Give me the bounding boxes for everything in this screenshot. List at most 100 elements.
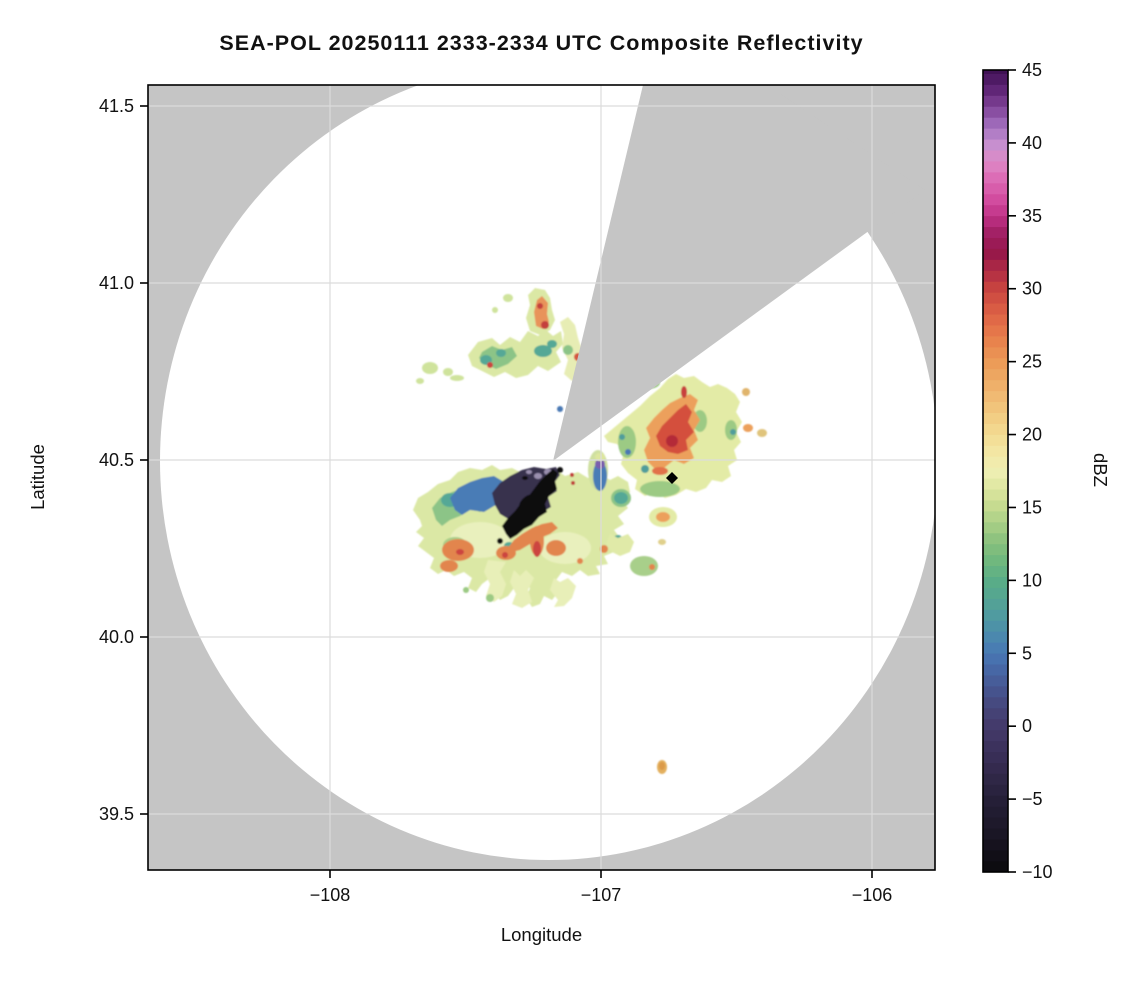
echo-blob <box>595 453 605 461</box>
colorbar-tick-label: 10 <box>1022 570 1042 590</box>
colorbar-band <box>983 806 1008 818</box>
colorbar-band <box>983 642 1008 654</box>
echo-blob <box>522 476 528 480</box>
colorbar-tick-label: 30 <box>1022 279 1042 299</box>
colorbar-frame <box>982 69 1009 873</box>
south-lobe <box>550 578 576 607</box>
colorbar-band <box>983 598 1008 610</box>
colorbar-band <box>983 128 1008 140</box>
blocked-sector-wedge <box>553 85 925 461</box>
echo-blob <box>595 459 605 469</box>
echo-blob <box>416 378 424 384</box>
echo-blob <box>450 375 464 381</box>
colorbar-band <box>983 226 1008 238</box>
y-axis-label: Latitude <box>27 444 48 510</box>
echo-blob <box>503 294 513 302</box>
echo-blob <box>440 560 458 572</box>
colorbar-band <box>983 849 1008 862</box>
colorbar-band <box>983 521 1008 534</box>
colorbar-band <box>983 631 1008 643</box>
site-diamond-marker <box>666 472 678 484</box>
colorbar-band <box>983 73 1008 85</box>
echo-blob <box>659 762 665 770</box>
colorbar-band <box>983 499 1008 512</box>
colorbar: 45 40 35 30 25 20 15 10 5 0 −5 −10 <box>982 60 1053 882</box>
colorbar-band <box>983 368 1008 381</box>
echo-blob <box>463 587 469 593</box>
echo-blob <box>577 558 583 564</box>
colorbar-band <box>983 106 1008 118</box>
colorbar-band <box>983 292 1008 304</box>
colorbar-tick-label: 40 <box>1022 133 1042 153</box>
colorbar-band <box>983 270 1008 282</box>
plot-content <box>148 85 935 870</box>
echo-blob <box>502 552 508 558</box>
colorbar-band <box>983 171 1008 184</box>
colorbar-band <box>983 259 1008 271</box>
colorbar-band <box>983 379 1008 392</box>
y-tick-label: 39.5 <box>99 804 134 824</box>
colorbar-band <box>983 423 1008 435</box>
colorbar-tick-label: 45 <box>1022 60 1042 80</box>
colorbar-band <box>983 412 1008 424</box>
colorbar-band <box>983 565 1008 578</box>
y-tick-label: 41.5 <box>99 96 134 116</box>
colorbar-band <box>983 313 1008 326</box>
echo-blob <box>537 303 543 309</box>
colorbar-band <box>983 204 1008 217</box>
colorbar-band <box>983 751 1008 763</box>
echo-blob <box>526 470 532 474</box>
echo-blob <box>658 539 666 545</box>
colorbar-band <box>983 663 1008 676</box>
colorbar-band <box>983 357 1008 370</box>
echo-blob <box>546 540 566 556</box>
echo-blob <box>743 424 753 432</box>
figure-title: SEA-POL 20250111 2333-2334 UTC Composite… <box>219 31 864 55</box>
colorbar-band <box>983 346 1008 359</box>
echo-blob <box>456 549 464 555</box>
south-lobe <box>510 570 534 608</box>
core-blue <box>450 476 504 515</box>
echo-blob <box>422 362 438 374</box>
echo-blob <box>541 321 549 329</box>
colorbar-band <box>983 117 1008 129</box>
echo-blob <box>649 564 655 570</box>
echo-blob <box>518 494 544 518</box>
echo-blob <box>614 492 628 504</box>
echo-blob <box>730 429 736 435</box>
colorbar-band <box>983 674 1008 687</box>
colorbar-band <box>983 335 1008 348</box>
colorbar-band <box>983 149 1008 162</box>
echo-blob <box>600 545 608 553</box>
colorbar-band <box>983 477 1008 490</box>
colorbar-band <box>983 729 1008 742</box>
colorbar-band <box>983 554 1008 567</box>
colorbar-band <box>983 543 1008 556</box>
colorbar-band <box>983 215 1008 228</box>
echo-blob <box>742 388 750 396</box>
echo-blob <box>534 345 552 357</box>
colorbar-band <box>983 707 1008 720</box>
echo-blob <box>571 481 575 485</box>
echo-blob <box>757 429 767 437</box>
colorbar-band <box>983 488 1008 501</box>
colorbar-band <box>983 685 1008 698</box>
colorbar-band <box>983 303 1008 315</box>
colorbar-band <box>983 696 1008 709</box>
colorbar-band <box>983 576 1008 588</box>
echo-blob <box>487 362 493 368</box>
echo-blob <box>625 449 631 455</box>
colorbar-band <box>983 69 1008 74</box>
echo-blob <box>640 481 680 497</box>
echo-blob <box>492 307 498 313</box>
x-axis-label: Longitude <box>500 924 583 945</box>
colorbar-band <box>983 84 1008 96</box>
colorbar-band <box>983 401 1008 413</box>
x-tick-label: −108 <box>310 885 351 905</box>
colorbar-band <box>983 860 1008 873</box>
colorbar-band <box>983 248 1008 260</box>
colorbar-band <box>983 324 1008 337</box>
x-tick-label: −107 <box>581 885 622 905</box>
colorbar-band <box>983 838 1008 851</box>
colorbar-band <box>983 281 1008 293</box>
